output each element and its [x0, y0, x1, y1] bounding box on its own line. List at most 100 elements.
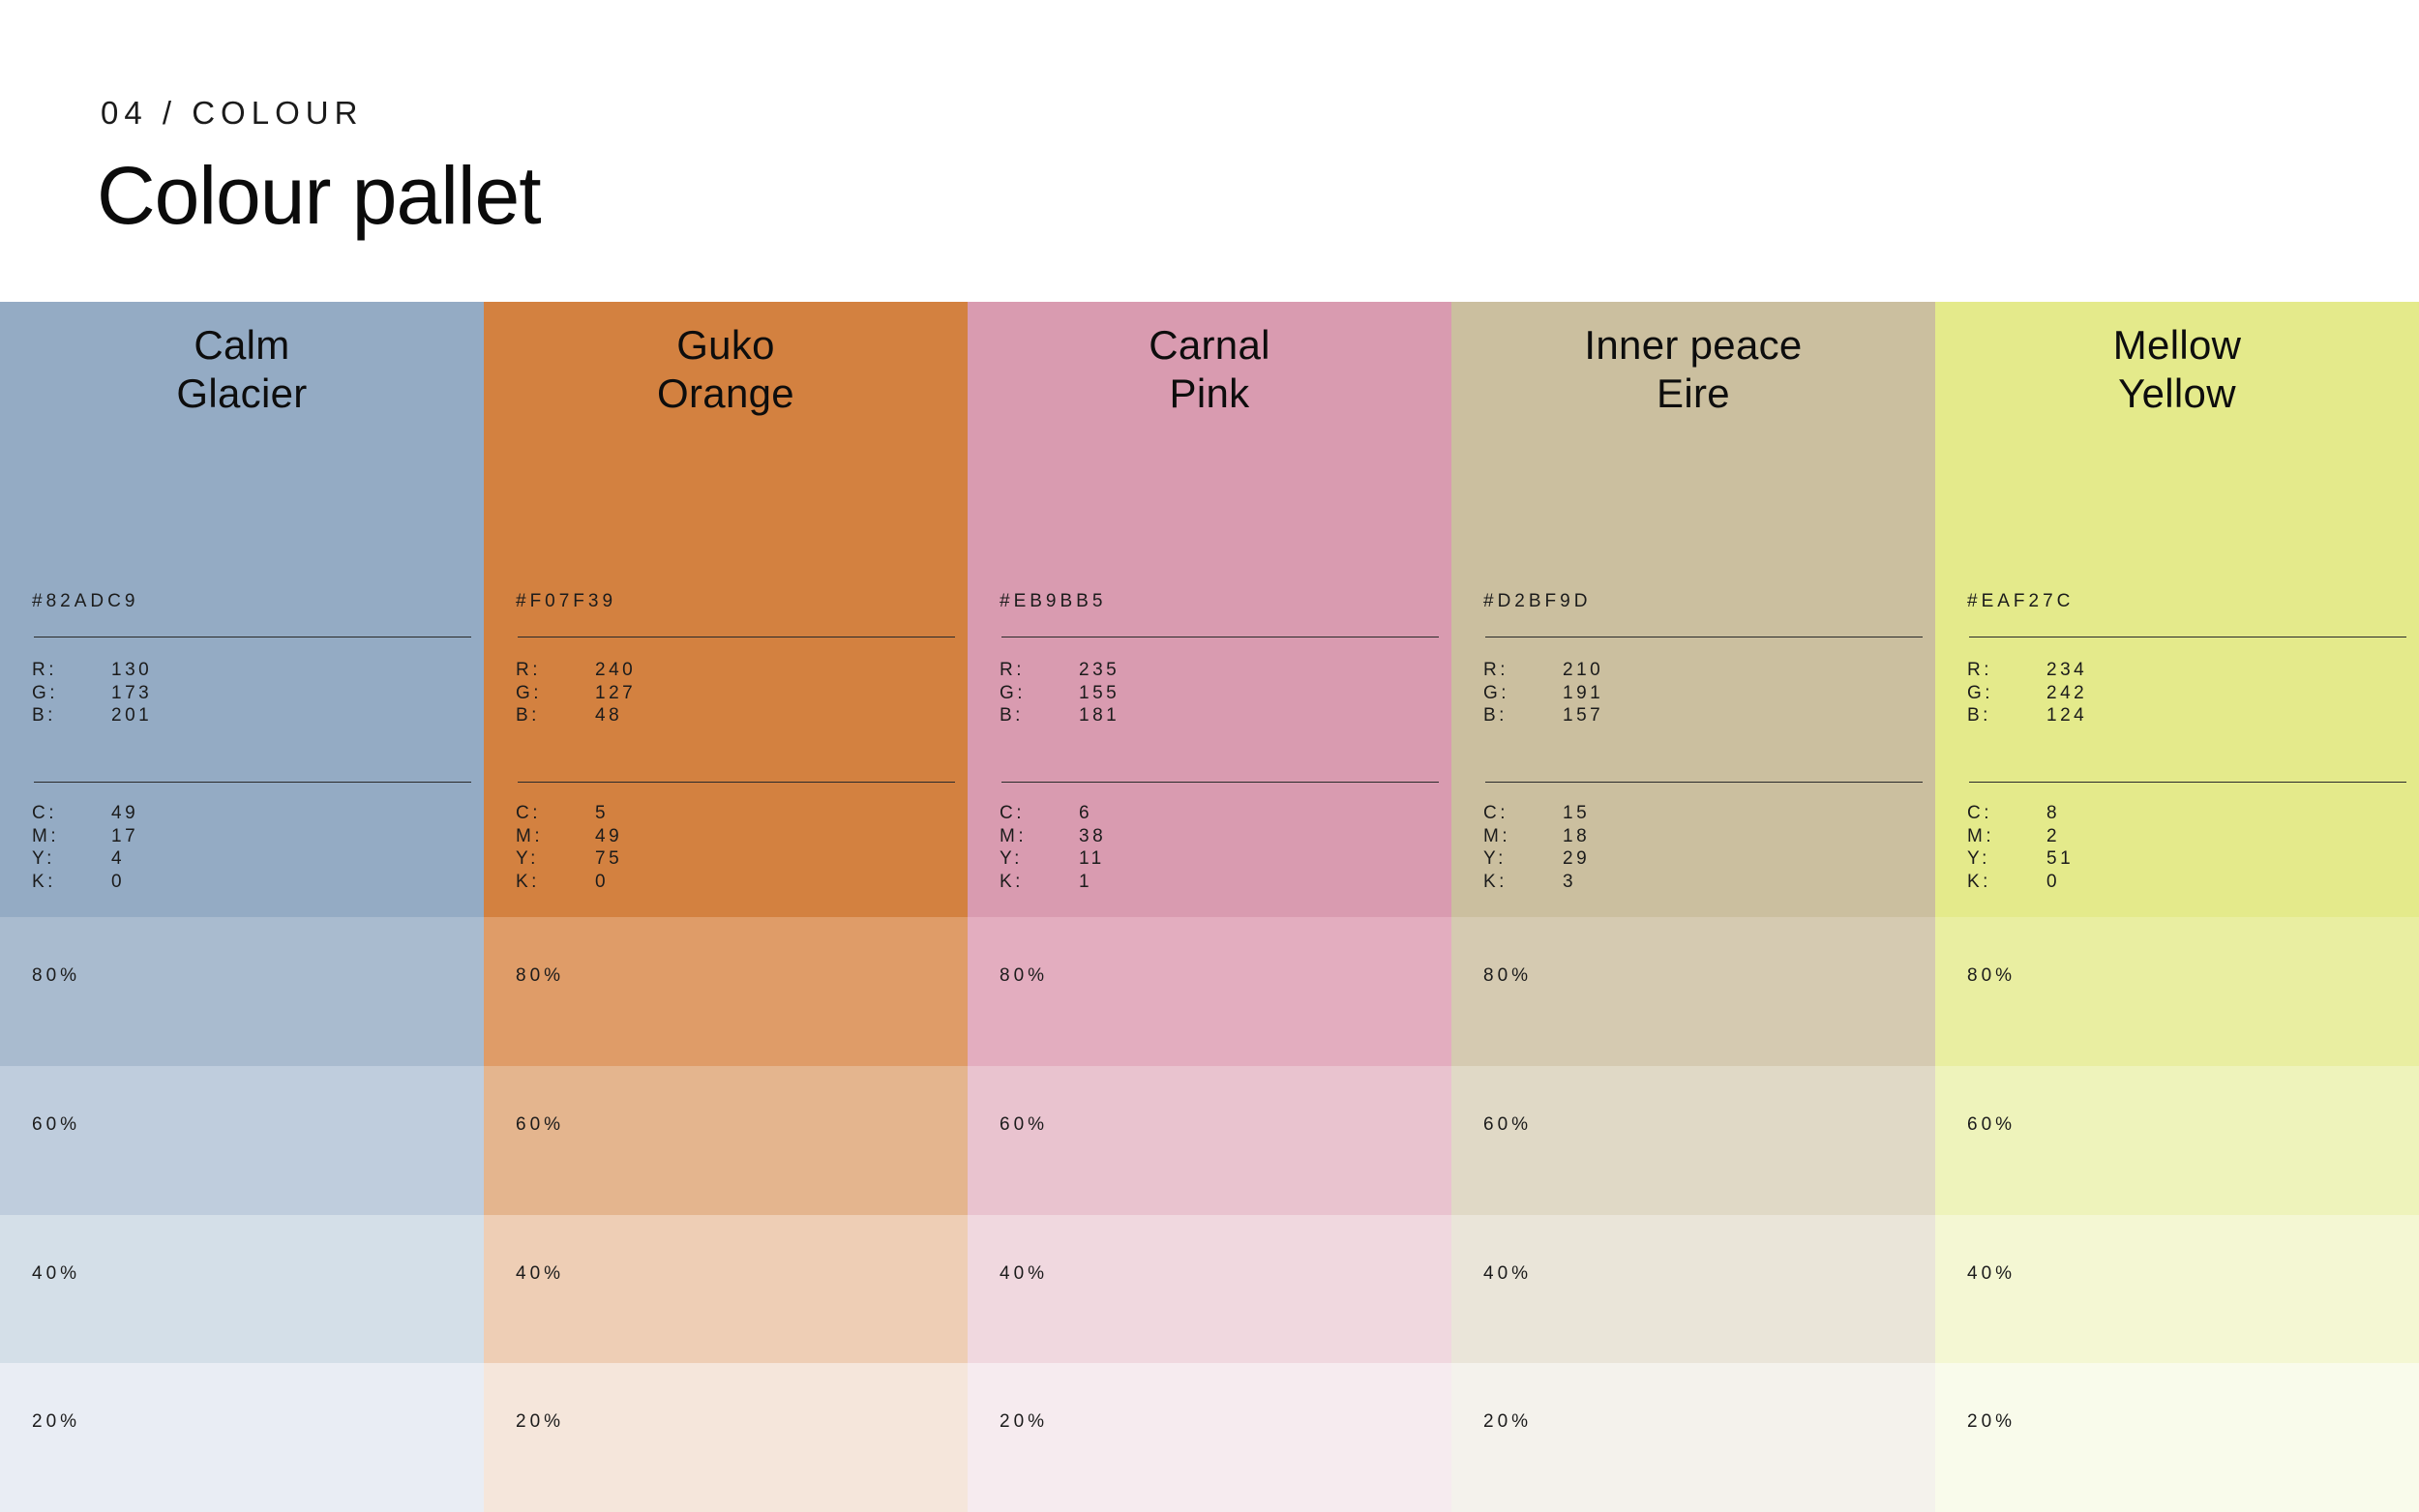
rgb-g-key: G: — [32, 682, 59, 703]
colour-name-line1: Calm — [194, 322, 290, 368]
cmyk-c-row: C: 5 — [516, 802, 622, 825]
colour-name: Guko Orange — [484, 321, 968, 418]
tint-40: 40% — [484, 1214, 968, 1364]
cmyk-c-key: C: — [1000, 803, 1025, 823]
tint-label: 40% — [1000, 1262, 1049, 1284]
hex-code: #82ADC9 — [32, 591, 139, 611]
rgb-g-row: G: 242 — [1967, 682, 2087, 705]
tint-label: 40% — [32, 1262, 81, 1284]
rgb-r-value: 234 — [2046, 660, 2088, 680]
main-swatch: Mellow Yellow #EAF27C R: 234 G: 242 B: 124 … — [1935, 302, 2419, 917]
cmyk-k-value: 3 — [1563, 871, 1577, 892]
cmyk-m-value: 17 — [111, 825, 139, 846]
tint-label: 80% — [1483, 965, 1533, 986]
cmyk-k-key: K: — [32, 871, 56, 892]
cmyk-m-row: M: 38 — [1000, 825, 1106, 848]
cmyk-y-key: Y: — [1967, 848, 1990, 869]
cmyk-values: C: 49 M: 17 Y: 4 K: 0 — [32, 802, 138, 893]
cmyk-y-value: 4 — [111, 848, 126, 869]
colour-name: Inner peace Eire — [1451, 321, 1935, 418]
cmyk-c-value: 15 — [1563, 803, 1591, 823]
hex-code: #EB9BB5 — [1000, 591, 1107, 611]
cmyk-y-value: 51 — [2046, 848, 2075, 869]
cmyk-m-value: 38 — [1079, 825, 1107, 846]
rgb-g-key: G: — [1000, 682, 1027, 703]
page-title: Colour pallet — [97, 150, 542, 241]
rgb-g-key: G: — [1483, 682, 1510, 703]
tint-80: 80% — [1451, 917, 1935, 1066]
tint-60: 60% — [1935, 1065, 2419, 1215]
tint-60: 60% — [1451, 1065, 1935, 1215]
cmyk-y-row: Y: 75 — [516, 847, 622, 871]
tint-40: 40% — [1451, 1214, 1935, 1364]
main-swatch: Carnal Pink #EB9BB5 R: 235 G: 155 B: 181 C:… — [968, 302, 1451, 917]
cmyk-m-row: M: 17 — [32, 825, 138, 848]
cmyk-values: C: 15 M: 18 Y: 29 K: 3 — [1483, 802, 1590, 893]
colour-name-line2: Orange — [657, 371, 794, 416]
cmyk-y-key: Y: — [1000, 848, 1023, 869]
hex-code: #D2BF9D — [1483, 591, 1592, 611]
rgb-b-row: B: 201 — [32, 704, 152, 727]
cmyk-c-row: C: 8 — [1967, 802, 2074, 825]
colour-name-line2: Pink — [1169, 371, 1250, 416]
rgb-g-value: 191 — [1563, 682, 1604, 703]
colour-name-line2: Glacier — [176, 371, 308, 416]
cmyk-m-key: M: — [1483, 825, 1511, 846]
cmyk-c-key: C: — [1483, 803, 1508, 823]
cmyk-c-value: 5 — [595, 803, 610, 823]
main-swatch: Calm Glacier #82ADC9 R: 130 G: 173 B: 201 C… — [0, 302, 484, 917]
rgb-g-row: G: 173 — [32, 682, 152, 705]
cmyk-y-key: Y: — [1483, 848, 1507, 869]
rgb-values: R: 210 G: 191 B: 157 — [1483, 659, 1603, 727]
tint-20: 20% — [968, 1363, 1451, 1512]
cmyk-c-key: C: — [516, 803, 541, 823]
rgb-g-value: 242 — [2046, 682, 2088, 703]
divider — [1485, 782, 1923, 783]
colour-name-line2: Eire — [1657, 371, 1730, 416]
cmyk-m-row: M: 18 — [1483, 825, 1590, 848]
cmyk-k-row: K: 1 — [1000, 871, 1106, 894]
rgb-r-row: R: 240 — [516, 659, 636, 682]
tint-40: 40% — [968, 1214, 1451, 1364]
tint-label: 40% — [516, 1262, 565, 1284]
cmyk-k-key: K: — [1483, 871, 1508, 892]
tint-label: 60% — [516, 1113, 565, 1135]
rgb-r-row: R: 210 — [1483, 659, 1603, 682]
rgb-b-key: B: — [516, 705, 540, 726]
rgb-b-key: B: — [1967, 705, 1991, 726]
cmyk-values: C: 6 M: 38 Y: 11 K: 1 — [1000, 802, 1106, 893]
rgb-r-key: R: — [1000, 660, 1025, 680]
hex-code: #EAF27C — [1967, 591, 2075, 611]
colour-column-calm-glacier: Calm Glacier #82ADC9 R: 130 G: 173 B: 201 C… — [0, 302, 484, 1512]
main-swatch: Inner peace Eire #D2BF9D R: 210 G: 191 B: 1… — [1451, 302, 1935, 917]
tint-label: 20% — [32, 1411, 81, 1433]
cmyk-k-value: 0 — [111, 871, 126, 892]
tint-label: 80% — [32, 965, 81, 986]
tint-label: 80% — [516, 965, 565, 986]
colour-name: Carnal Pink — [968, 321, 1451, 418]
tint-20: 20% — [1451, 1363, 1935, 1512]
cmyk-y-value: 11 — [1079, 848, 1105, 869]
page-header: 04 / COLOUR Colour pallet — [0, 0, 2419, 302]
cmyk-m-row: M: 2 — [1967, 825, 2074, 848]
cmyk-k-row: K: 0 — [516, 871, 622, 894]
cmyk-c-key: C: — [32, 803, 57, 823]
rgb-b-key: B: — [1483, 705, 1508, 726]
tint-label: 40% — [1483, 1262, 1533, 1284]
cmyk-y-key: Y: — [516, 848, 539, 869]
tint-60: 60% — [0, 1065, 484, 1215]
cmyk-m-value: 49 — [595, 825, 623, 846]
cmyk-m-key: M: — [32, 825, 60, 846]
tint-label: 20% — [1000, 1411, 1049, 1433]
cmyk-k-row: K: 0 — [32, 871, 138, 894]
divider — [1001, 782, 1439, 783]
cmyk-m-row: M: 49 — [516, 825, 622, 848]
tint-label: 20% — [1967, 1411, 2016, 1433]
divider — [1969, 782, 2406, 783]
rgb-g-row: G: 191 — [1483, 682, 1603, 705]
tint-60: 60% — [484, 1065, 968, 1215]
colour-column-mellow-yellow: Mellow Yellow #EAF27C R: 234 G: 242 B: 124 … — [1935, 302, 2419, 1512]
rgb-r-row: R: 235 — [1000, 659, 1120, 682]
rgb-b-value: 157 — [1563, 705, 1604, 726]
rgb-b-key: B: — [32, 705, 56, 726]
